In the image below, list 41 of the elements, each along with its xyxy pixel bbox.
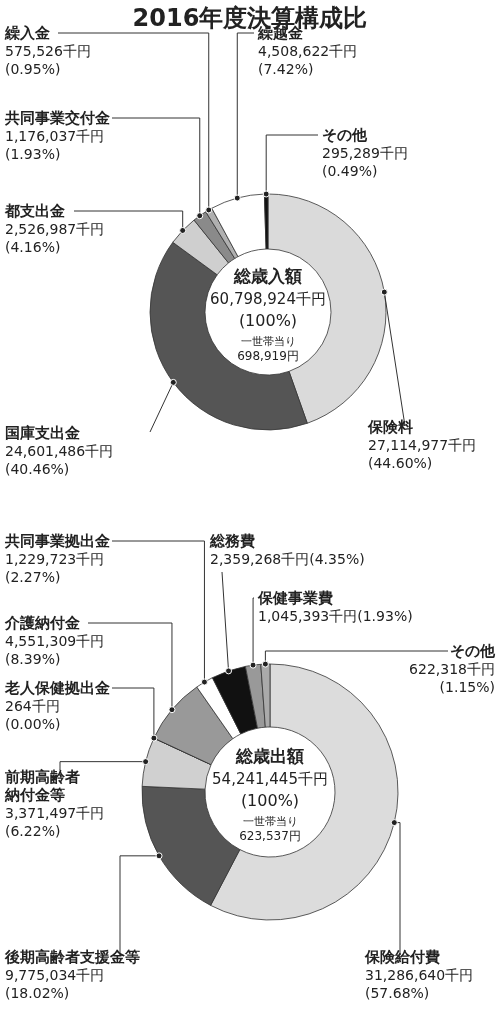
slice-label: 前期高齢者納付金等 [4,768,80,804]
data-label: 2,526,987千円 (4.16%) [5,221,105,255]
slice-label: 繰入金 [4,24,50,42]
data-label: 24,601,486千円 (40.46%) [5,443,114,477]
data-label: 295,289千円 (0.49%) [322,145,408,179]
data-label: 3,371,497千円 (6.22%) [5,805,105,839]
text: 60,798,924千円 [210,290,326,308]
slice-label: 共同事業交付金 [4,109,110,127]
data-label: 2,359,268千円(4.35%) [210,551,365,567]
slice-label: その他 [450,642,496,660]
slice-label: 後期高齢者支援金等 [4,948,140,966]
slice-label: 共同事業拠出金 [4,532,110,550]
data-label: 1,045,393千円(1.93%) [258,608,413,624]
text: 一世帯当り [240,335,296,348]
slice-label: 都支出金 [4,202,65,220]
text: 総歳出額 [235,746,304,766]
text: 54,241,445千円 [212,770,328,788]
text: 一世帯当り [242,815,298,828]
text: 総歳入額 [233,266,302,286]
slice-label: 老人保健拠出金 [4,679,110,697]
data-label: 27,114,977千円 (44.60%) [368,437,477,471]
slice-label: 総務費 [209,532,255,550]
data-label: 4,551,309千円 (8.39%) [5,633,105,667]
data-label: 622,318千円 (1.15%) [409,661,495,695]
slice-label: 保険給付費 [364,948,440,966]
data-label: 575,526千円 (0.95%) [5,43,91,77]
slice-label: その他 [322,126,368,144]
text: (100%) [238,311,298,330]
slice-label: 保健事業費 [257,589,333,607]
text: (100%) [240,791,300,810]
data-label: 264千円 (0.00%) [5,698,61,732]
slice-label: 介護納付金 [4,614,80,632]
data-label: 1,176,037千円 (1.93%) [5,128,105,162]
slice-label: 保険料 [367,418,413,436]
data-label: 31,286,640千円 (57.68%) [365,967,474,1001]
data-label: 4,508,622千円 (7.42%) [258,43,358,77]
text: 698,919円 [237,349,299,363]
data-label: 9,775,034千円 (18.02%) [5,967,105,1001]
data-label: 1,229,723千円 (2.27%) [5,551,105,585]
text: 623,537円 [239,829,301,843]
slice-label: 国庫支出金 [5,424,80,442]
